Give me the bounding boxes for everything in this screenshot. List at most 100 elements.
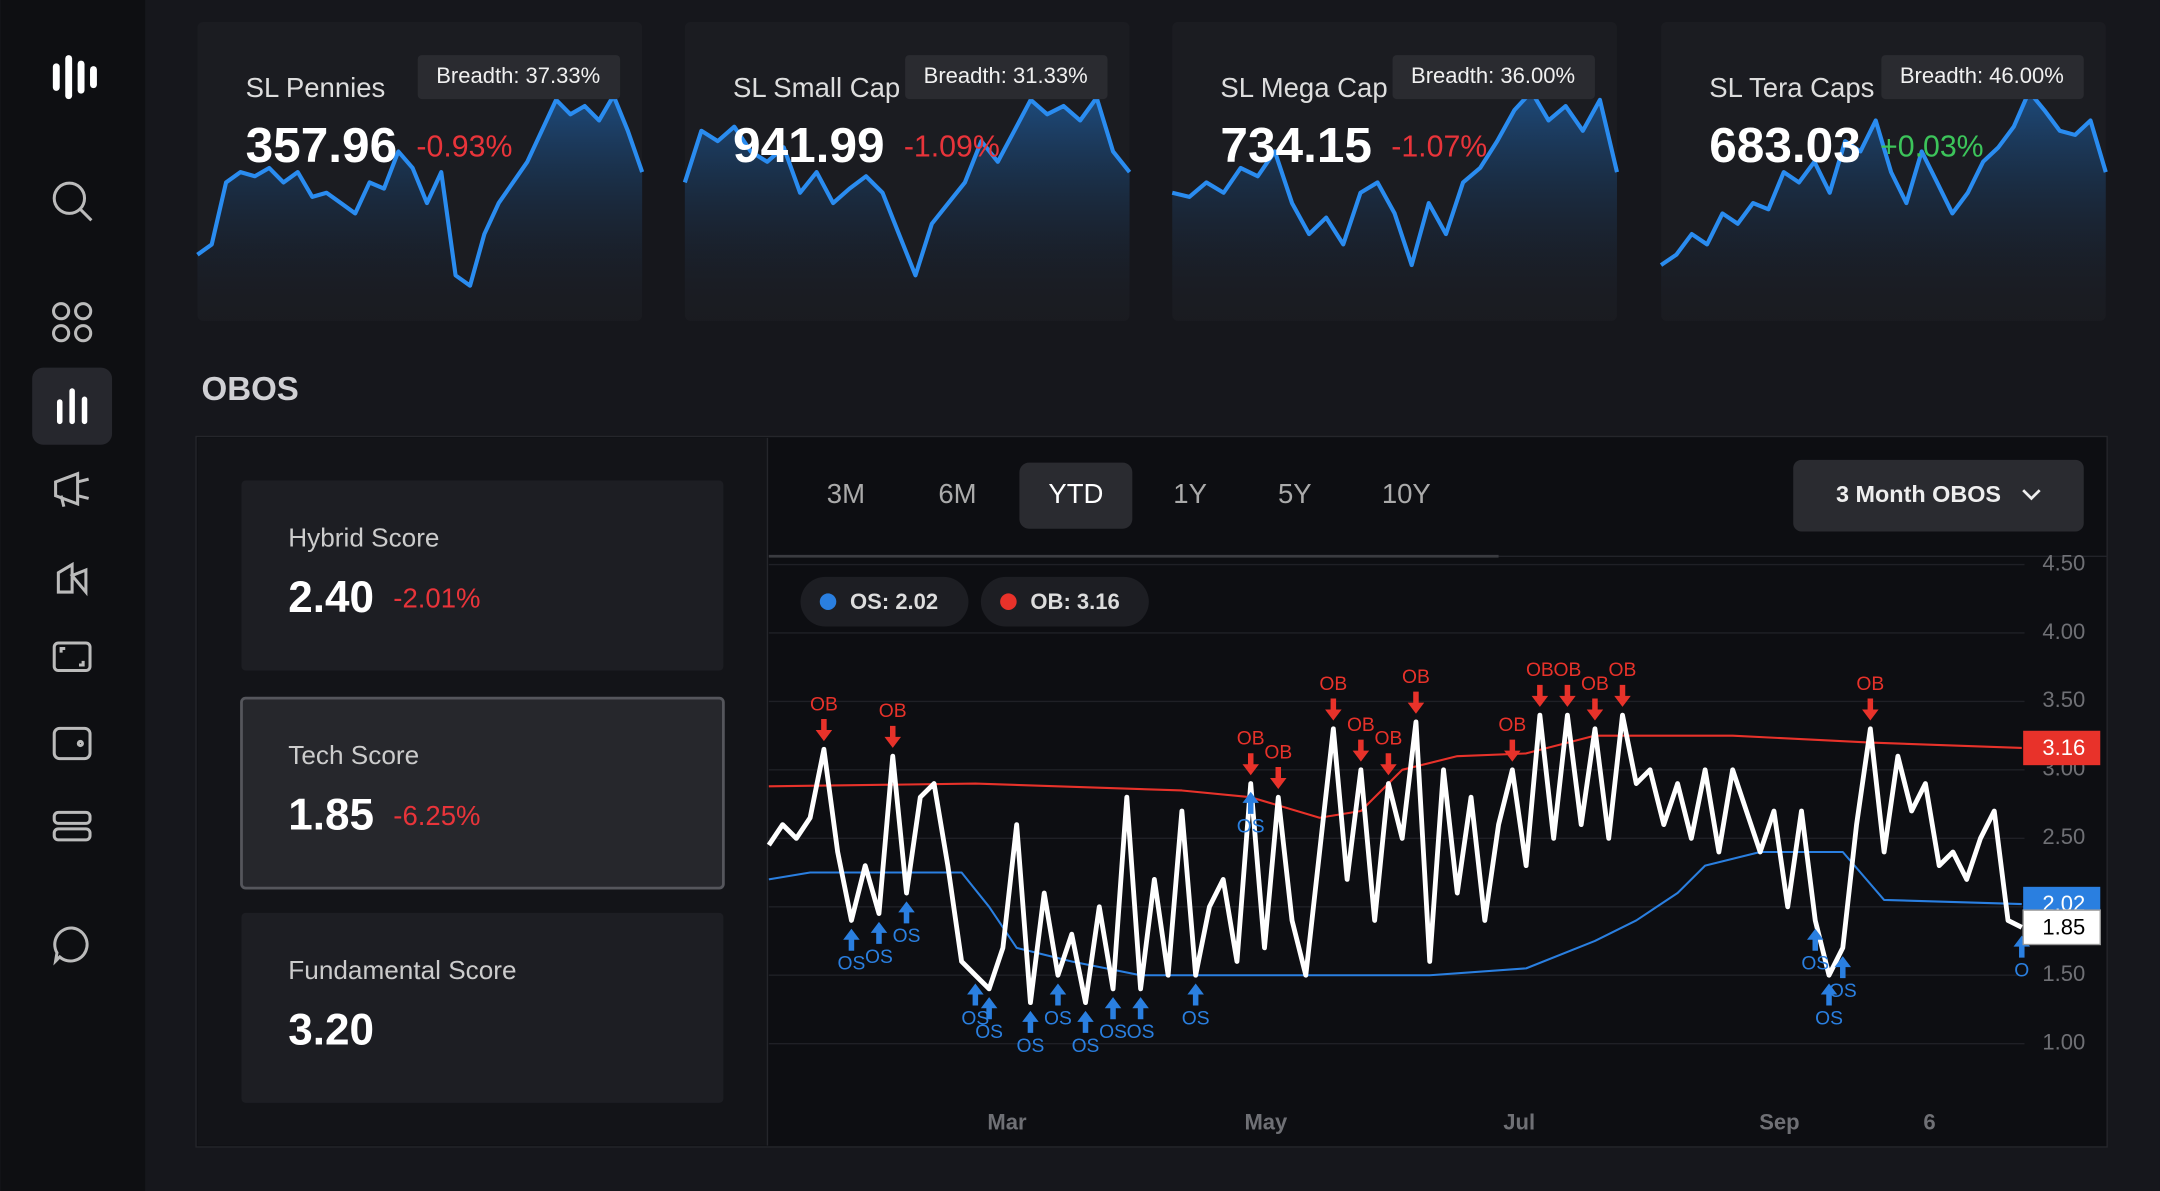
score-change: -2.01% (393, 583, 480, 614)
os-label: OS (1829, 981, 1857, 1002)
sidebar-bg (0, 0, 146, 1191)
card-value: 941.99 (733, 117, 885, 173)
os-label: OS (1127, 1022, 1155, 1043)
card-change: -0.93% (416, 131, 512, 164)
os-label: OS (1801, 954, 1829, 975)
y-tick-label: 4.00 (2042, 619, 2085, 644)
active-tab[interactable] (1019, 462, 1133, 529)
legend-pill[interactable] (980, 576, 1149, 627)
os-arrow (1132, 997, 1149, 1020)
chevron (2022, 489, 2041, 501)
ob-arrow (1407, 691, 1425, 714)
frame-icon[interactable] (52, 641, 92, 673)
y-tick-label: 2.50 (2042, 824, 2085, 849)
ob-arrow (1270, 766, 1287, 789)
os-arrow (1022, 1010, 1039, 1033)
os-arrow (1834, 956, 1852, 979)
ob-label: OB (1319, 674, 1347, 695)
card-value: 683.03 (1709, 117, 1861, 173)
wallet-icon[interactable] (52, 726, 92, 761)
ob-label: OB (1581, 674, 1609, 695)
ob-arrow (1586, 698, 1604, 721)
breadth-badge (1392, 55, 1595, 100)
score-title: Hybrid Score (288, 523, 439, 553)
breadth: Breadth: 31.33% (924, 63, 1088, 88)
ob-label: OB (879, 701, 907, 722)
breadth: Breadth: 37.33% (436, 63, 600, 88)
card-change: -1.07% (1391, 131, 1487, 164)
legend-label[interactable]: OS: 2.02 (850, 589, 938, 614)
ob-label: OB (1553, 660, 1581, 681)
x-tick-label: 6 (1923, 1109, 1935, 1134)
os-label: OS (838, 954, 866, 975)
tabs: 3M 6M YTD 1Y 5Y 10Y (827, 462, 1431, 529)
card-change: +0.03% (1880, 131, 1984, 164)
obos-chart: 1.001.502.002.503.003.504.004.50MarMayJu… (766, 550, 2101, 1134)
sparkline-area (684, 97, 1130, 321)
ob-label: OB (1237, 729, 1265, 750)
chat-icon[interactable] (53, 926, 89, 966)
tab[interactable]: 1Y (1173, 478, 1207, 509)
y-tick-label: 4.50 (2042, 550, 2085, 575)
chart-icon (56, 388, 88, 425)
os-arrow (843, 928, 860, 951)
tab[interactable]: 6M (938, 478, 976, 509)
legend-dot (819, 593, 837, 610)
threshold-line (768, 734, 2022, 819)
tab[interactable]: YTD (1048, 478, 1103, 509)
breadth-badge (417, 55, 621, 100)
x-tick-label: Jul (1503, 1109, 1535, 1134)
breadth: Breadth: 46.00% (1900, 63, 2064, 88)
ob-label: OB (1856, 674, 1884, 695)
apps-icon[interactable] (52, 302, 93, 343)
os-label: OS (1017, 1036, 1045, 1057)
sparkline-area (1172, 91, 1617, 321)
ob-arrow (1504, 739, 1521, 762)
index-cards: SL Pennies 357.96 -0.93% Breadth: 37.33% SL … (196, 22, 2108, 321)
ob-label: OB (1402, 667, 1430, 688)
score-card[interactable] (240, 696, 725, 890)
dropdown-bg[interactable] (1793, 459, 2084, 532)
score-card[interactable] (241, 480, 724, 671)
legend-label[interactable]: OB: 3.16 (1030, 589, 1119, 614)
os-label: OS (1044, 1008, 1072, 1029)
card-change: -1.09% (904, 131, 1000, 164)
megaphone-icon[interactable] (54, 471, 90, 508)
ob-arrow (884, 725, 902, 748)
dropdown-label[interactable]: 3 Month OBOS (1836, 481, 2001, 507)
card-title: SL Pennies (246, 72, 386, 103)
breadth-badge (905, 55, 1108, 100)
os-label: OS (1182, 1008, 1210, 1029)
os-label: OS (1072, 1036, 1100, 1057)
score-card[interactable] (241, 912, 724, 1103)
os-label: OS (893, 926, 921, 947)
os-arrow (1049, 983, 1067, 1006)
card-value: 357.96 (246, 117, 398, 173)
x-tick-label: Mar (987, 1109, 1027, 1134)
ob-label: OB (1264, 742, 1292, 763)
tab[interactable]: 3M (827, 478, 865, 509)
card-title: SL Small Cap (733, 72, 900, 103)
ob-label: OB (1347, 715, 1375, 736)
os-label: O (2014, 960, 2029, 981)
tab[interactable]: 10Y (1382, 478, 1431, 509)
building-icon[interactable] (56, 561, 88, 597)
os-arrow (1806, 928, 1824, 951)
search-icon[interactable] (52, 181, 93, 222)
ob-label: OB (1498, 715, 1526, 736)
sparkline (682, 95, 1132, 278)
os-label: OS (1815, 1008, 1843, 1029)
stack-icon[interactable] (52, 810, 92, 842)
ob-label: OB (810, 694, 838, 715)
x-tick-label: May (1244, 1109, 1288, 1134)
tab[interactable]: 5Y (1278, 478, 1312, 509)
sparkline-area (197, 95, 643, 321)
legend-pill[interactable] (800, 576, 969, 627)
os-arrow (967, 983, 984, 1006)
value-tag (2022, 909, 2101, 946)
card-title: SL Tera Caps (1709, 72, 1874, 103)
score-title: Tech Score (288, 740, 419, 770)
os-arrow (898, 901, 915, 924)
dropdown[interactable]: 3 Month OBOS (1793, 459, 2084, 532)
legend-dot (1000, 593, 1017, 610)
